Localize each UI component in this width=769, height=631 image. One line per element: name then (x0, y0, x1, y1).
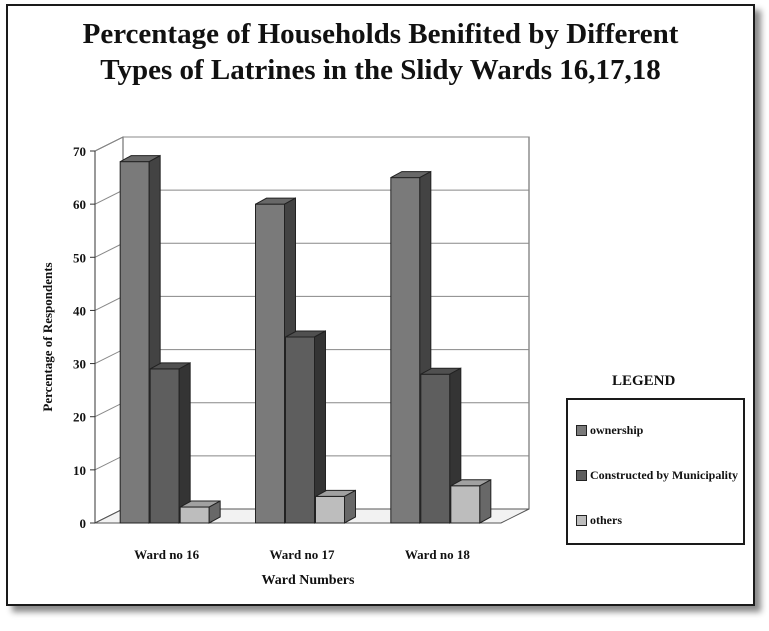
y-axis-label: Percentage of Respondents (40, 262, 55, 411)
y-tick-label-0: 0 (80, 516, 87, 531)
chart-title-line-2: Types of Latrines in the Slidy Wards 16,… (100, 54, 661, 86)
legend-title: LEGEND (612, 373, 676, 389)
bar-2-1-front (255, 203, 285, 524)
bar-3-1-front (390, 177, 421, 524)
legend-label-ownership: ownership (590, 423, 644, 437)
bar-2-2-front (285, 336, 315, 524)
plot-side-wall (94, 136, 124, 524)
y-tick-label-50: 50 (73, 250, 86, 265)
bar-1-2-side (178, 362, 191, 524)
bar-chart: 0 10 20 30 40 50 60 70 Ward no 16 Ward no 17 Ward … (40, 136, 530, 588)
bar-3-3-side (479, 478, 492, 524)
bar-1-2-front (149, 368, 180, 524)
chart-frame: Percentage of Households Benifited by Di… (6, 4, 755, 606)
chart-title-line-1: Percentage of Households Benifited by Di… (82, 18, 679, 50)
bar-1-1-front (119, 161, 150, 524)
x-tick-label-1: Ward no 16 (134, 547, 200, 562)
legend-label-municipality: Constructed by Municipality (590, 468, 739, 482)
y-tick-label-70: 70 (73, 144, 86, 159)
x-tick-label-3: Ward no 18 (405, 547, 471, 562)
bar-2-3-side (344, 489, 356, 524)
y-tick-label-30: 30 (73, 357, 86, 372)
bar-1-3-side (208, 500, 221, 524)
y-tick-label-20: 20 (73, 410, 86, 425)
bar-2-3-front (315, 495, 345, 524)
gridline-70 (94, 136, 529, 152)
legend: ownership Constructed by Municipality ot… (566, 398, 745, 545)
legend-swatch-ownership (576, 425, 587, 436)
x-tick-label-2: Ward no 17 (269, 547, 335, 562)
x-axis-label: Ward Numbers (262, 573, 356, 588)
bar-3-2-front (420, 373, 451, 524)
y-tick-label-10: 10 (73, 463, 86, 478)
bar-1-3-front (179, 506, 210, 524)
legend-swatch-others (576, 515, 587, 526)
legend-swatch-municipality (576, 470, 587, 481)
y-tick-label-60: 60 (73, 197, 86, 212)
legend-label-others: others (590, 513, 622, 527)
chart-title: Percentage of Households Benifited by Di… (8, 16, 753, 88)
y-tick-label-40: 40 (73, 303, 86, 318)
bar-3-3-front (450, 485, 481, 524)
